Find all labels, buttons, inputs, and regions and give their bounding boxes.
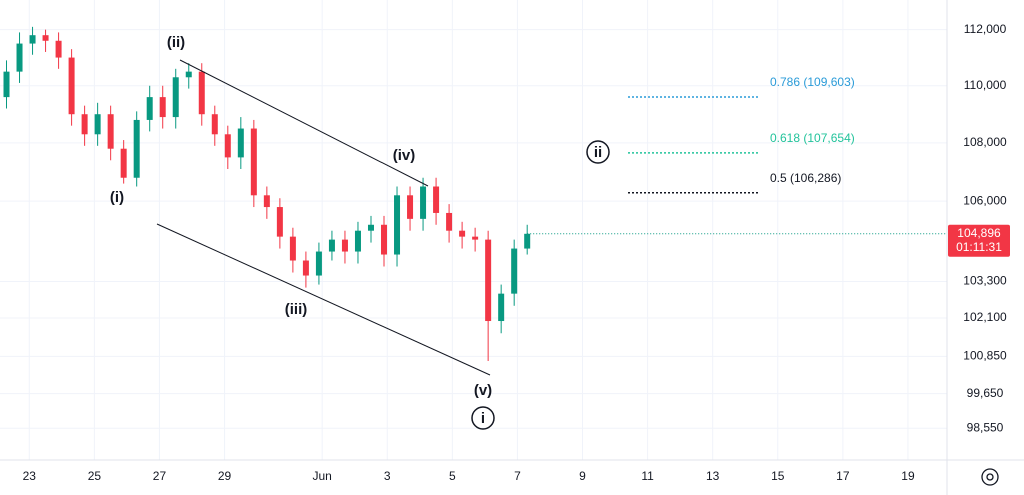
candle-body: [237, 128, 244, 158]
candle-body: [224, 134, 231, 158]
x-tick-label: 5: [449, 469, 456, 483]
channel-upper: [179, 59, 429, 187]
y-tick-label: 106,000: [963, 193, 1007, 207]
candle-body: [367, 224, 374, 231]
grid: [0, 0, 947, 460]
fib-label: 0.786 (109,603): [770, 75, 855, 89]
candle-body: [394, 195, 401, 255]
y-tick-label: 98,550: [967, 420, 1004, 434]
wave-label: (i): [110, 189, 124, 206]
x-tick-label: 11: [641, 469, 654, 483]
y-tick-label: 103,300: [963, 274, 1007, 288]
x-tick-label: 13: [706, 469, 720, 483]
x-tick-label: 23: [23, 469, 37, 483]
candle-body: [263, 195, 270, 208]
candle-body: [289, 236, 296, 261]
y-tick-label: 100,850: [963, 349, 1007, 363]
candle-body: [68, 57, 75, 115]
x-tick-label: Jun: [312, 469, 331, 483]
candle-body: [485, 239, 492, 322]
candle-body: [133, 119, 140, 178]
candle-body: [55, 40, 62, 58]
y-tick-label: 112,000: [964, 22, 1007, 36]
candle-body: [381, 224, 388, 255]
settings-icon-center: [986, 473, 994, 481]
x-tick-label: 3: [384, 469, 391, 483]
last-price-label: 104,896: [957, 226, 1001, 240]
candle-body: [172, 77, 179, 118]
candle-body: [446, 212, 453, 231]
candle-body: [81, 114, 88, 135]
fib-label: 0.5 (106,286): [770, 171, 841, 185]
candle-body: [302, 260, 309, 276]
last-price-box: [948, 224, 1010, 257]
wave-label: (v): [474, 382, 492, 399]
x-tick-label: 17: [836, 469, 850, 483]
fib-label: 0.618 (107,654): [770, 131, 855, 145]
wave-circle: [471, 406, 495, 430]
candle-body: [276, 207, 283, 237]
settings-icon[interactable]: [981, 468, 999, 486]
x-tick-label: 7: [514, 469, 521, 483]
candle-body: [250, 128, 257, 196]
candle-body: [16, 43, 23, 72]
candle-body: [341, 239, 348, 252]
candle-body: [159, 97, 166, 118]
wave-circle: [586, 140, 610, 164]
channel-lower: [156, 223, 491, 376]
wave-label: i: [481, 410, 485, 427]
candle-body: [459, 230, 466, 237]
wave-label: (iv): [393, 147, 416, 164]
wave-label: (iii): [285, 301, 308, 318]
candle-body: [29, 35, 36, 44]
wave-label: ii: [594, 144, 602, 161]
candle-body: [146, 97, 153, 120]
candle-body: [328, 239, 335, 252]
candle-body: [472, 236, 479, 240]
candle-body: [94, 114, 101, 135]
candle-body: [120, 148, 127, 178]
candle-body: [524, 233, 531, 249]
axes: 23 25 27 29 Jun 3 5 7 9 11 13 15 17 19 112,000 110,000 1…: [23, 22, 1007, 483]
candle-body: [420, 186, 427, 219]
candle-body: [42, 35, 49, 41]
candle-body: [511, 248, 518, 294]
candle-body: [211, 114, 218, 135]
candle-body: [198, 71, 205, 115]
y-tick-label: 110,000: [964, 78, 1007, 92]
y-tick-label: 108,000: [963, 135, 1007, 149]
candles: [3, 26, 531, 361]
candle-body: [354, 230, 361, 252]
candle-body: [185, 71, 192, 78]
candle-body: [433, 186, 440, 213]
candle-body: [3, 71, 10, 98]
x-tick-label: 19: [901, 469, 915, 483]
candle-body: [107, 114, 114, 149]
countdown: 01:11:31: [956, 240, 1002, 254]
candle-body: [315, 251, 322, 276]
x-tick-label: 25: [88, 469, 102, 483]
y-tick-label: 102,100: [963, 310, 1007, 324]
x-tick-label: 9: [579, 469, 586, 483]
wave-label: (ii): [167, 34, 185, 51]
x-tick-label: 29: [218, 469, 232, 483]
candle-body: [407, 195, 414, 219]
y-tick-label: 99,650: [967, 386, 1004, 400]
x-tick-label: 15: [771, 469, 785, 483]
x-tick-label: 27: [153, 469, 167, 483]
candle-body: [498, 293, 505, 322]
